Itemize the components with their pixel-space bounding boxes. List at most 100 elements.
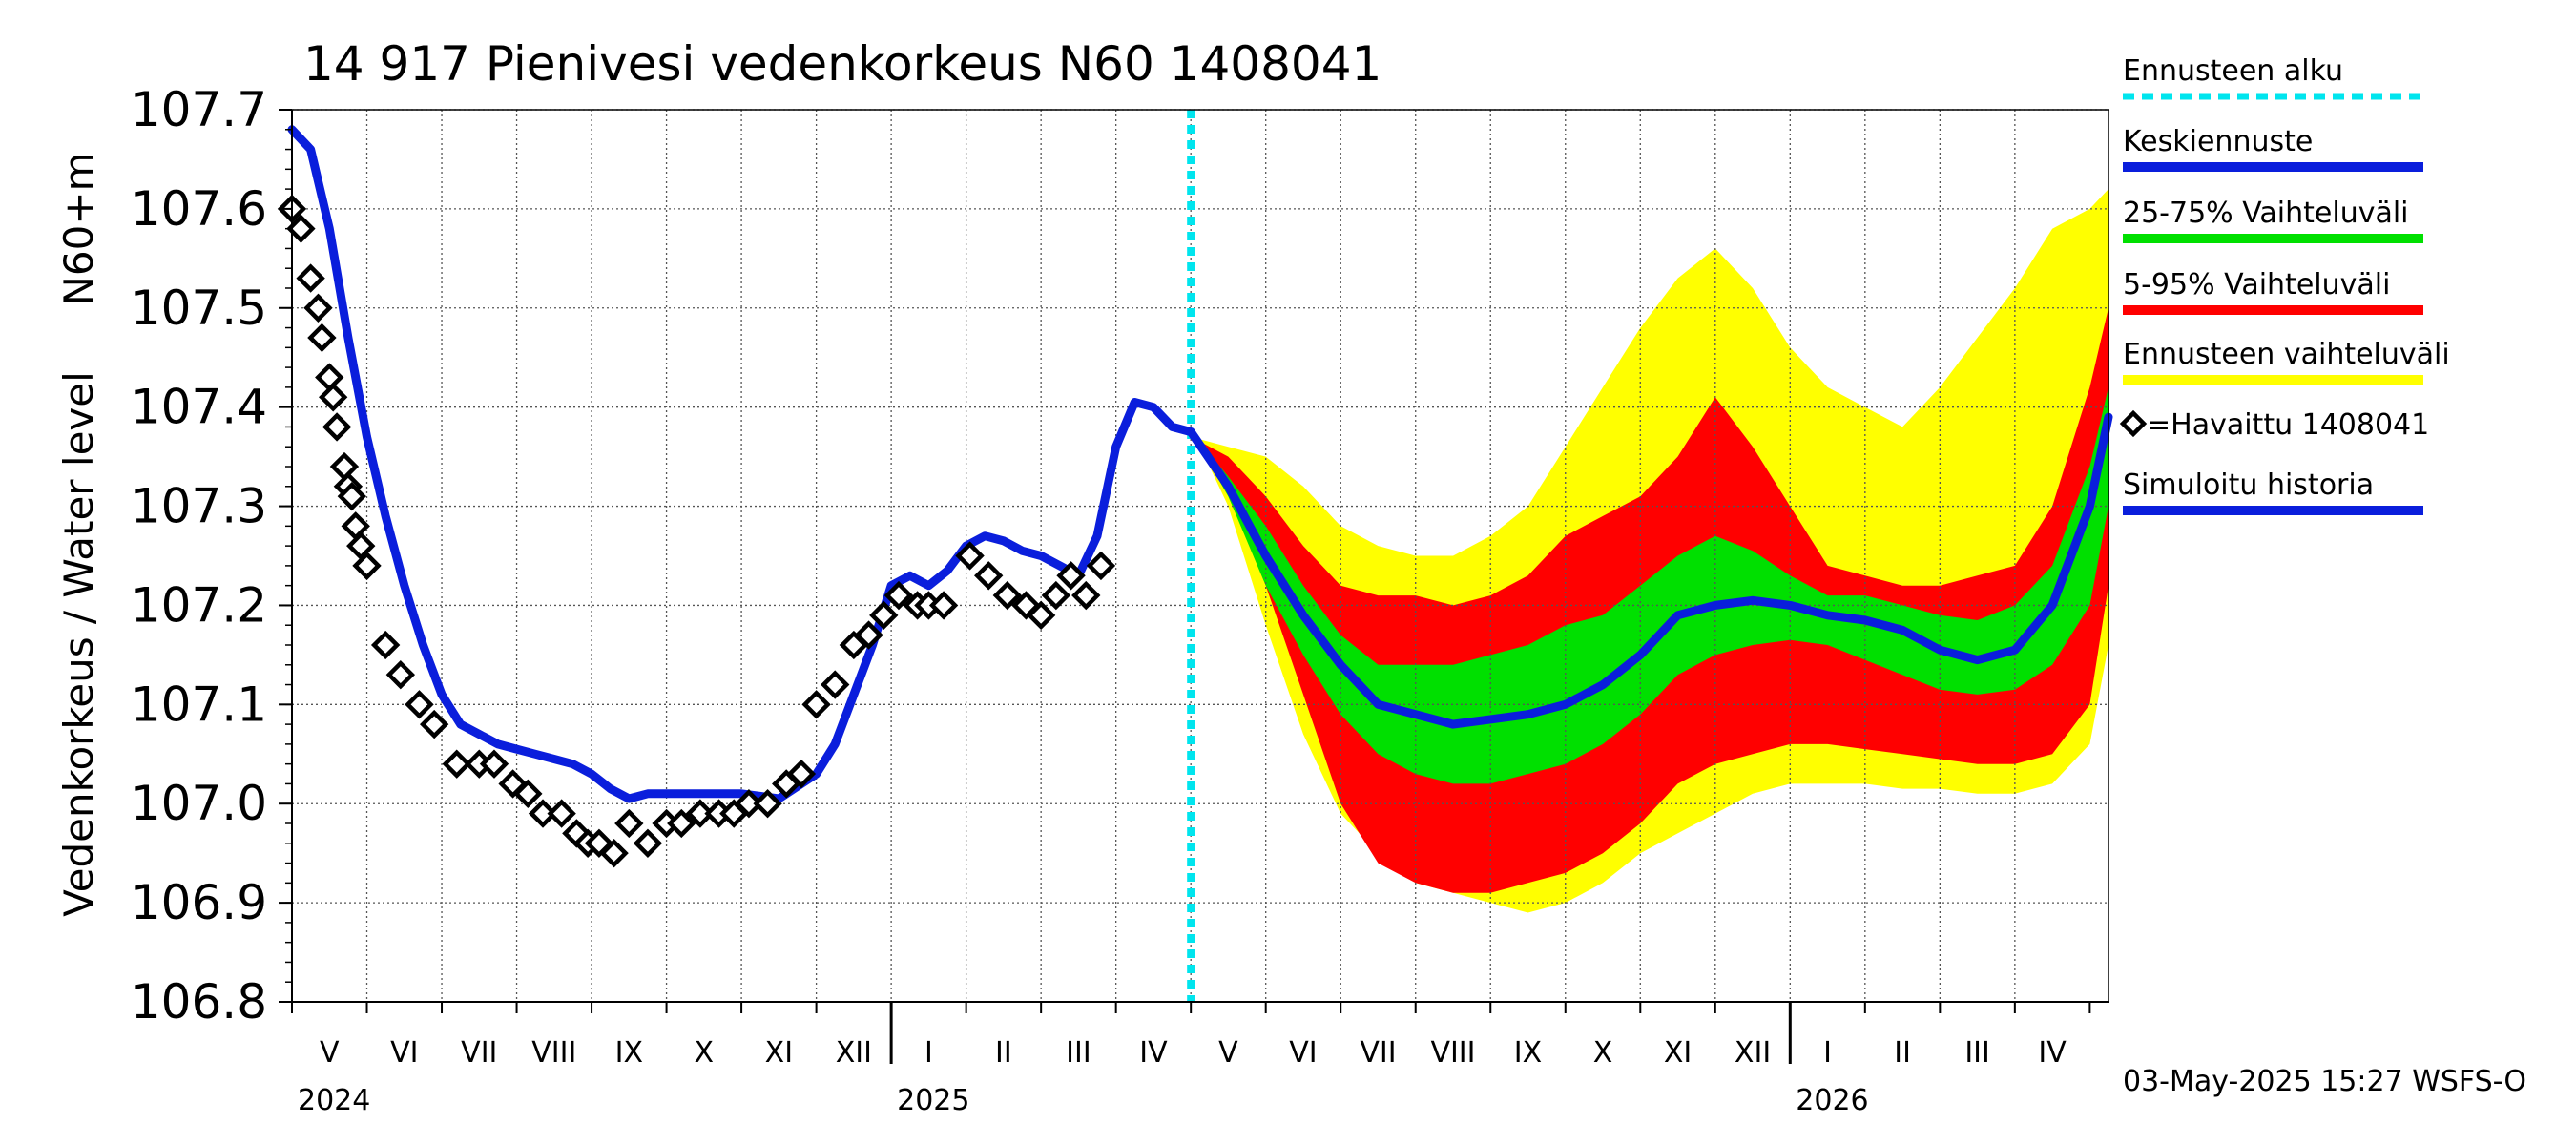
legend-label: Keskiennuste [2123, 125, 2313, 158]
series-lines [287, 110, 2113, 1003]
legend-label: Ennusteen alku [2123, 54, 2343, 88]
observed-point [337, 481, 366, 511]
month-label: IX [1514, 1036, 1542, 1070]
month-label: XI [1664, 1036, 1692, 1070]
observed-point [329, 451, 360, 482]
observed-point [869, 600, 899, 631]
observed-point [1026, 600, 1056, 631]
timestamp: 03-May-2025 15:27 WSFS-O [2123, 1065, 2526, 1098]
observed-point [685, 799, 716, 828]
month-label: VI [1289, 1036, 1317, 1070]
series-line-0 [287, 125, 1195, 803]
month-label: VII [1360, 1036, 1396, 1070]
legend-label: 5-95% Vaihteluväli [2123, 268, 2390, 302]
month-label: XII [1735, 1036, 1771, 1070]
observed-point [928, 591, 959, 620]
month-label: VII [461, 1036, 497, 1070]
observed-point [303, 293, 333, 323]
month-label: II [995, 1036, 1012, 1070]
y-tick-label: 107.2 [131, 577, 267, 633]
month-label: X [695, 1036, 715, 1070]
year-label: 2024 [298, 1084, 370, 1117]
legend-marker [2119, 409, 2148, 438]
observed-point [786, 759, 817, 789]
month-label: III [1964, 1036, 1990, 1070]
observed-point [513, 779, 543, 809]
month-label: IV [1139, 1036, 1168, 1070]
observed-point [296, 263, 325, 293]
month-label: XII [836, 1036, 872, 1070]
y-tick-label: 107.0 [131, 776, 267, 831]
series-line-1 [1186, 412, 2113, 729]
month-label: II [1894, 1036, 1911, 1070]
observed-point [528, 799, 558, 828]
observed-point [547, 799, 576, 828]
observed-point [405, 690, 434, 719]
chart-title: 14 917 Pienivesi vedenkorkeus N60 140804… [303, 36, 1381, 92]
observed-point [307, 323, 337, 353]
observed-markers [277, 194, 1116, 868]
y-tick-label: 107.3 [131, 479, 267, 534]
observed-point [352, 551, 382, 581]
y-axis-label-unit: N60+m [55, 153, 102, 306]
observed-point [667, 808, 696, 839]
observed-point [599, 838, 629, 868]
observed-point [614, 808, 644, 839]
observed-point [753, 789, 782, 819]
band-2 [1191, 386, 2109, 784]
observed-point [322, 412, 352, 442]
y-tick-label: 107.5 [131, 281, 267, 336]
year-label: 2026 [1796, 1084, 1868, 1117]
y-tick-label: 107.7 [131, 82, 267, 137]
month-label: X [1593, 1036, 1613, 1070]
legend-label: Ennusteen vaihteluväli [2123, 338, 2450, 371]
month-label: V [1218, 1036, 1238, 1070]
observed-point [955, 541, 985, 571]
observed-point [1071, 580, 1101, 611]
y-axis-label: N60+m Vedenkorkeus / Water level [55, 153, 102, 917]
month-label: IX [615, 1036, 643, 1070]
axes: 107.7 107.6 107.5 107.4 107.3 107.2 107.1 107.0… [131, 82, 2109, 1117]
year-label: 2025 [897, 1084, 969, 1117]
month-label: VIII [531, 1036, 576, 1070]
y-axis-label-title: Vedenkorkeus / Water level [55, 371, 102, 917]
month-label: I [1823, 1036, 1832, 1070]
observed-point [286, 214, 316, 243]
observed-point [341, 511, 370, 541]
observed-point [370, 630, 401, 660]
observed-point [1056, 561, 1086, 591]
observed-point [633, 828, 663, 858]
y-tick-label: 106.9 [131, 875, 267, 930]
observed-point [854, 620, 883, 650]
month-label: V [320, 1036, 340, 1070]
y-tick-label: 106.8 [131, 974, 267, 1030]
legend-label: Simuloitu historia [2123, 468, 2374, 502]
observed-point [419, 709, 449, 739]
month-label: III [1066, 1036, 1091, 1070]
observed-point [801, 690, 831, 719]
month-label: XI [765, 1036, 793, 1070]
y-tick-label: 107.4 [131, 380, 267, 435]
observed-point [315, 363, 344, 392]
observed-point [319, 383, 348, 412]
observed-point [1041, 580, 1071, 611]
month-label: IV [2038, 1036, 2067, 1070]
observed-point [385, 659, 416, 690]
observed-point [479, 749, 509, 779]
legend: Ennusteen alku Keskiennuste 25-75% Vaihtel… [2119, 54, 2450, 515]
observed-point [883, 580, 914, 611]
observed-point [734, 789, 764, 819]
observed-point [442, 749, 471, 779]
month-label: VI [390, 1036, 418, 1070]
legend-label: 25-75% Vaihteluväli [2123, 197, 2409, 230]
observed-point [974, 561, 1004, 591]
observed-point [992, 580, 1023, 611]
observed-point [1086, 551, 1116, 581]
y-tick-label: 107.6 [131, 181, 267, 237]
legend-label: =Havaittu 1408041 [2147, 408, 2429, 442]
forecast-bands [1191, 189, 2109, 913]
y-tick-label: 107.1 [131, 677, 267, 732]
month-label: VIII [1430, 1036, 1475, 1070]
month-label: I [924, 1036, 933, 1070]
